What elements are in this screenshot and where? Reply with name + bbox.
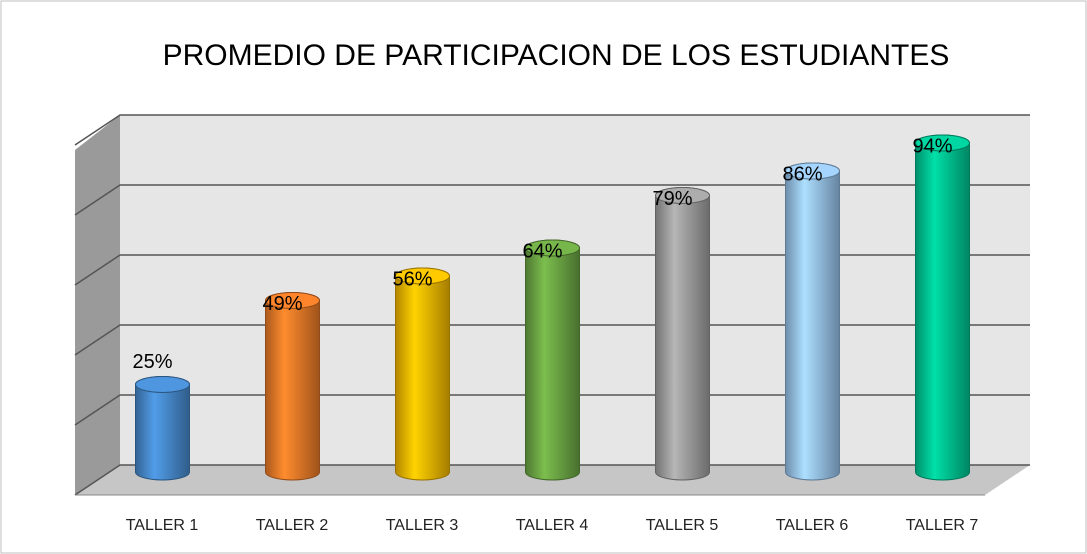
grid-line (74, 464, 1030, 496)
bar-top (395, 267, 450, 285)
grid-line (74, 324, 1030, 356)
x-tick-label: TALLER 6 (776, 517, 849, 534)
value-label: 56% (392, 268, 432, 290)
value-label: 25% (132, 351, 172, 373)
bar-top (655, 187, 710, 204)
grid-line (74, 114, 1030, 146)
x-tick-label: TALLER 3 (386, 517, 459, 534)
value-label: 49% (262, 293, 302, 315)
value-label: 64% (522, 240, 562, 262)
value-label: 79% (652, 188, 692, 210)
x-tick-label: TALLER 5 (646, 517, 719, 534)
x-tick-label: TALLER 1 (126, 517, 199, 534)
chart-title: PROMEDIO DE PARTICIPACION DE LOS ESTUDIA… (163, 39, 950, 72)
bar (785, 162, 840, 481)
bar-top (135, 376, 190, 393)
grid-line (74, 394, 1030, 426)
bar (265, 292, 320, 481)
side-wall (75, 115, 120, 495)
grid-line (74, 254, 1030, 286)
value-label: 94% (912, 135, 952, 157)
bar-top (525, 239, 580, 257)
x-tick-label: TALLER 4 (516, 517, 589, 534)
grid-line (74, 184, 1030, 216)
value-label: 86% (782, 163, 822, 185)
bar (655, 187, 710, 481)
x-tick-label: TALLER 2 (256, 517, 329, 534)
bar (525, 239, 580, 481)
bar-top (265, 292, 320, 309)
bar-top (915, 134, 970, 152)
bar-top (785, 162, 840, 180)
x-tick-label: TALLER 7 (906, 517, 979, 534)
bar (915, 134, 970, 481)
bar (395, 267, 450, 481)
